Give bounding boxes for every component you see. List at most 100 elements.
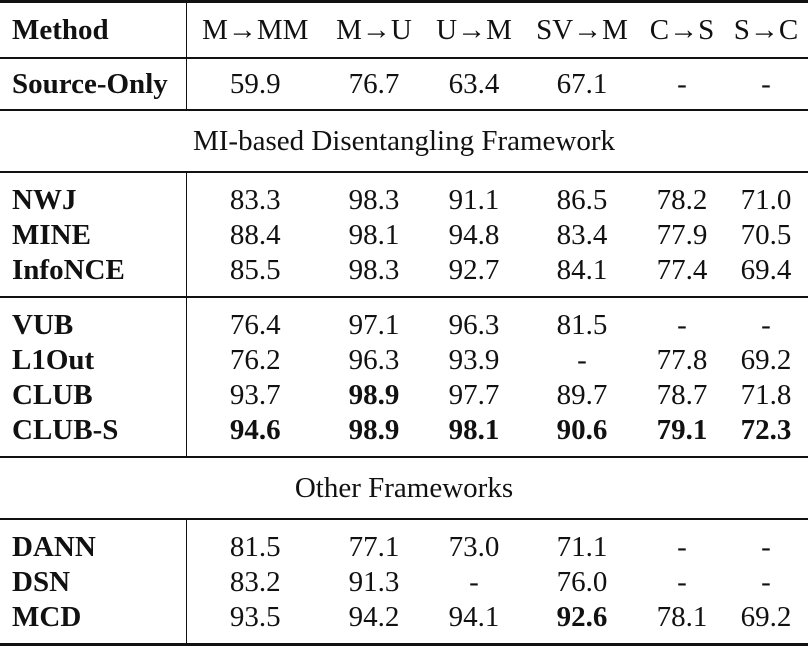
table-cell: - — [640, 296, 724, 343]
table-cell: 96.3 — [348, 344, 400, 376]
table-cell: 71.1 — [524, 518, 640, 565]
table-cell: 77.1 — [324, 518, 424, 565]
table-cell: 93.7 — [229, 379, 281, 411]
header-method: Method — [0, 0, 187, 58]
table-cell-best: 79.1 — [656, 414, 708, 446]
table-cell: 93.9 — [448, 344, 500, 376]
header-sv-m: SV→M — [524, 0, 640, 58]
table-cell: - — [724, 296, 808, 343]
table-cell-best: 72.3 — [740, 414, 792, 446]
table-cell: 94.8 — [448, 219, 500, 251]
section-title-other: Other Frameworks — [0, 456, 808, 519]
header-m-u: M→U — [324, 0, 424, 58]
table-cell: 92.7 — [448, 254, 500, 286]
method-name: Source-Only — [0, 57, 187, 110]
table-cell-best: 98.9 — [348, 414, 400, 446]
table-cell: 94.1 — [424, 600, 524, 646]
table-row: CLUB-S 94.6 98.9 98.1 90.6 79.1 72.3 — [0, 413, 808, 457]
method-name: InfoNCE — [0, 253, 187, 297]
table-cell: 98.3 — [348, 254, 400, 286]
section-header-row: MI-based Disentangling Framework — [0, 109, 808, 172]
table-row: DANN 81.5 77.1 73.0 71.1 - - — [0, 518, 808, 565]
table-cell: - — [469, 566, 479, 598]
method-name: MINE — [0, 218, 187, 253]
table-cell-best: 90.6 — [556, 414, 608, 446]
table-cell-best: 92.6 — [524, 600, 640, 646]
table-cell: 83.4 — [556, 219, 608, 251]
table-cell: 83.3 — [186, 171, 324, 218]
table-cell: 76.2 — [229, 344, 281, 376]
table-cell: 69.4 — [740, 254, 792, 286]
section-header-row: Other Frameworks — [0, 456, 808, 519]
header-s-c: S→C — [724, 0, 808, 58]
table-cell: 86.5 — [524, 171, 640, 218]
table-cell: - — [577, 344, 587, 376]
header-c-s: C→S — [640, 0, 724, 58]
section-title-mi: MI-based Disentangling Framework — [0, 109, 808, 172]
table-cell: 98.3 — [324, 171, 424, 218]
table-row: NWJ 83.3 98.3 91.1 86.5 78.2 71.0 — [0, 171, 808, 218]
table-cell: 88.4 — [229, 219, 281, 251]
table-cell: 96.3 — [424, 296, 524, 343]
table-cell-best: 98.1 — [448, 414, 500, 446]
table-cell: 97.7 — [448, 379, 500, 411]
table-cell: 59.9 — [186, 57, 324, 110]
table-cell: 76.7 — [324, 57, 424, 110]
method-name: L1Out — [0, 343, 187, 378]
table-cell: 78.1 — [640, 600, 724, 646]
table-row: MCD 93.5 94.2 94.1 92.6 78.1 69.2 — [0, 600, 808, 646]
table-cell: 91.1 — [424, 171, 524, 218]
method-name: DSN — [0, 565, 187, 600]
table-cell-best: 94.6 — [229, 414, 281, 446]
method-name: MCD — [0, 600, 187, 646]
table-cell: - — [761, 566, 771, 598]
table-row: Source-Only 59.9 76.7 63.4 67.1 - - — [0, 57, 808, 110]
table-cell: 71.8 — [740, 379, 792, 411]
table-row: MINE 88.4 98.1 94.8 83.4 77.9 70.5 — [0, 218, 808, 253]
table-cell: 81.5 — [524, 296, 640, 343]
table-cell: 98.1 — [348, 219, 400, 251]
table-cell: 78.7 — [656, 379, 708, 411]
table-cell: 91.3 — [348, 566, 400, 598]
table-cell: 85.5 — [229, 254, 281, 286]
table-cell: - — [724, 57, 808, 110]
table-cell: 77.9 — [656, 219, 708, 251]
table-cell: 70.5 — [740, 219, 792, 251]
table-cell: 71.0 — [724, 171, 808, 218]
method-name: CLUB — [0, 378, 187, 413]
table-cell: 97.1 — [324, 296, 424, 343]
table-cell: 93.5 — [186, 600, 324, 646]
table-cell: 76.4 — [186, 296, 324, 343]
table-cell: 83.2 — [229, 566, 281, 598]
table-row: CLUB 93.7 98.9 97.7 89.7 78.7 71.8 — [0, 378, 808, 413]
table-cell: 81.5 — [186, 518, 324, 565]
table-cell: 67.1 — [524, 57, 640, 110]
method-name: NWJ — [0, 171, 187, 218]
header-u-m: U→M — [424, 0, 524, 58]
table-cell: 73.0 — [424, 518, 524, 565]
table-cell: - — [724, 518, 808, 565]
table-row: DSN 83.2 91.3 - 76.0 - - — [0, 565, 808, 600]
table-cell: - — [677, 566, 687, 598]
method-name: VUB — [0, 296, 187, 343]
table-row: InfoNCE 85.5 98.3 92.7 84.1 77.4 69.4 — [0, 253, 808, 297]
table-cell: 89.7 — [556, 379, 608, 411]
table-cell: 84.1 — [556, 254, 608, 286]
table-cell: 69.2 — [724, 600, 808, 646]
table-row: L1Out 76.2 96.3 93.9 - 77.8 69.2 — [0, 343, 808, 378]
table-cell-best: 98.9 — [348, 379, 400, 411]
table-cell: 77.4 — [656, 254, 708, 286]
header-row: Method M→MM M→U U→M SV→M C→S S→C — [0, 0, 808, 58]
table-row: VUB 76.4 97.1 96.3 81.5 - - — [0, 296, 808, 343]
table-cell: 94.2 — [324, 600, 424, 646]
method-name: CLUB-S — [0, 413, 187, 457]
method-name: DANN — [0, 518, 187, 565]
table-cell: - — [640, 518, 724, 565]
table-cell: 69.2 — [740, 344, 792, 376]
table-cell: 76.0 — [556, 566, 608, 598]
table-cell: 77.8 — [656, 344, 708, 376]
header-m-mm: M→MM — [186, 0, 324, 58]
table-cell: 78.2 — [640, 171, 724, 218]
